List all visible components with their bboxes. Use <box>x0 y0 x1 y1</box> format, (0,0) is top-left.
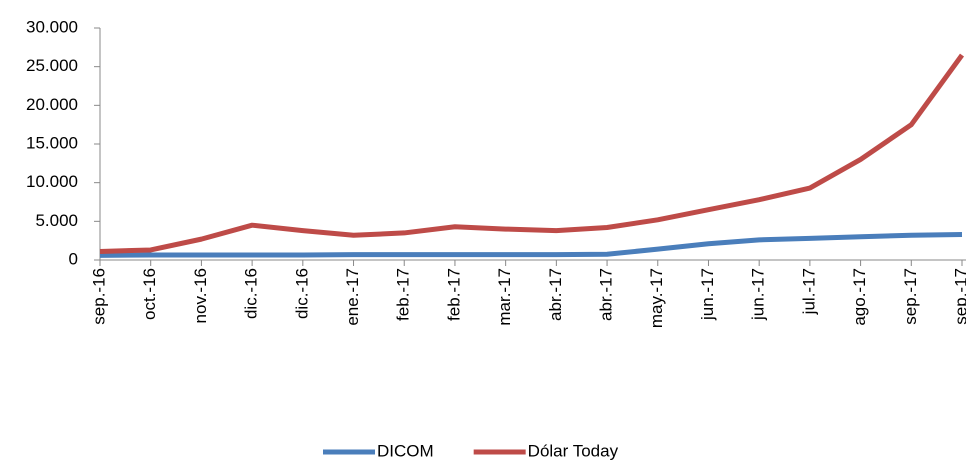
x-tick-label: abr.-17 <box>597 268 616 321</box>
y-tick-label: 15.000 <box>26 133 78 152</box>
x-tick-label: oct.-16 <box>140 268 159 320</box>
line-series <box>99 53 965 254</box>
x-tick-label: dic.-16 <box>292 268 311 319</box>
x-tick-label: jun.-17 <box>749 268 768 321</box>
x-tick-label: dic.-16 <box>242 268 261 319</box>
legend-label: DICOM <box>377 441 434 460</box>
x-tick-label: jul.-17 <box>799 268 818 315</box>
x-tick-label: jun.-17 <box>698 268 717 321</box>
x-tick-label: feb.-17 <box>444 268 463 321</box>
x-tick-label: nov.-16 <box>191 268 210 323</box>
x-tick-label: sep.-16 <box>89 268 108 325</box>
x-tick-label: abr.-17 <box>546 268 565 321</box>
x-tick-label: mar.-17 <box>495 268 514 326</box>
x-tick-label: ene.-17 <box>343 268 362 326</box>
x-tick-label: ago.-17 <box>850 268 869 326</box>
y-tick-label: 25.000 <box>26 56 78 75</box>
line-series <box>99 231 963 258</box>
x-tick-label: feb.-17 <box>394 268 413 321</box>
y-tick-label: 30.000 <box>26 17 78 36</box>
y-tick-label: 0 <box>69 249 78 268</box>
x-tick-label: sep.-17 <box>901 268 920 325</box>
x-tick-label: may.-17 <box>647 268 666 328</box>
y-tick-label: 20.000 <box>26 95 78 114</box>
x-tick-label: sep.-17 <box>951 268 966 325</box>
y-tick-label: 10.000 <box>26 172 78 191</box>
legend-label: Dólar Today <box>528 441 619 460</box>
y-tick-label: 5.000 <box>35 211 78 230</box>
